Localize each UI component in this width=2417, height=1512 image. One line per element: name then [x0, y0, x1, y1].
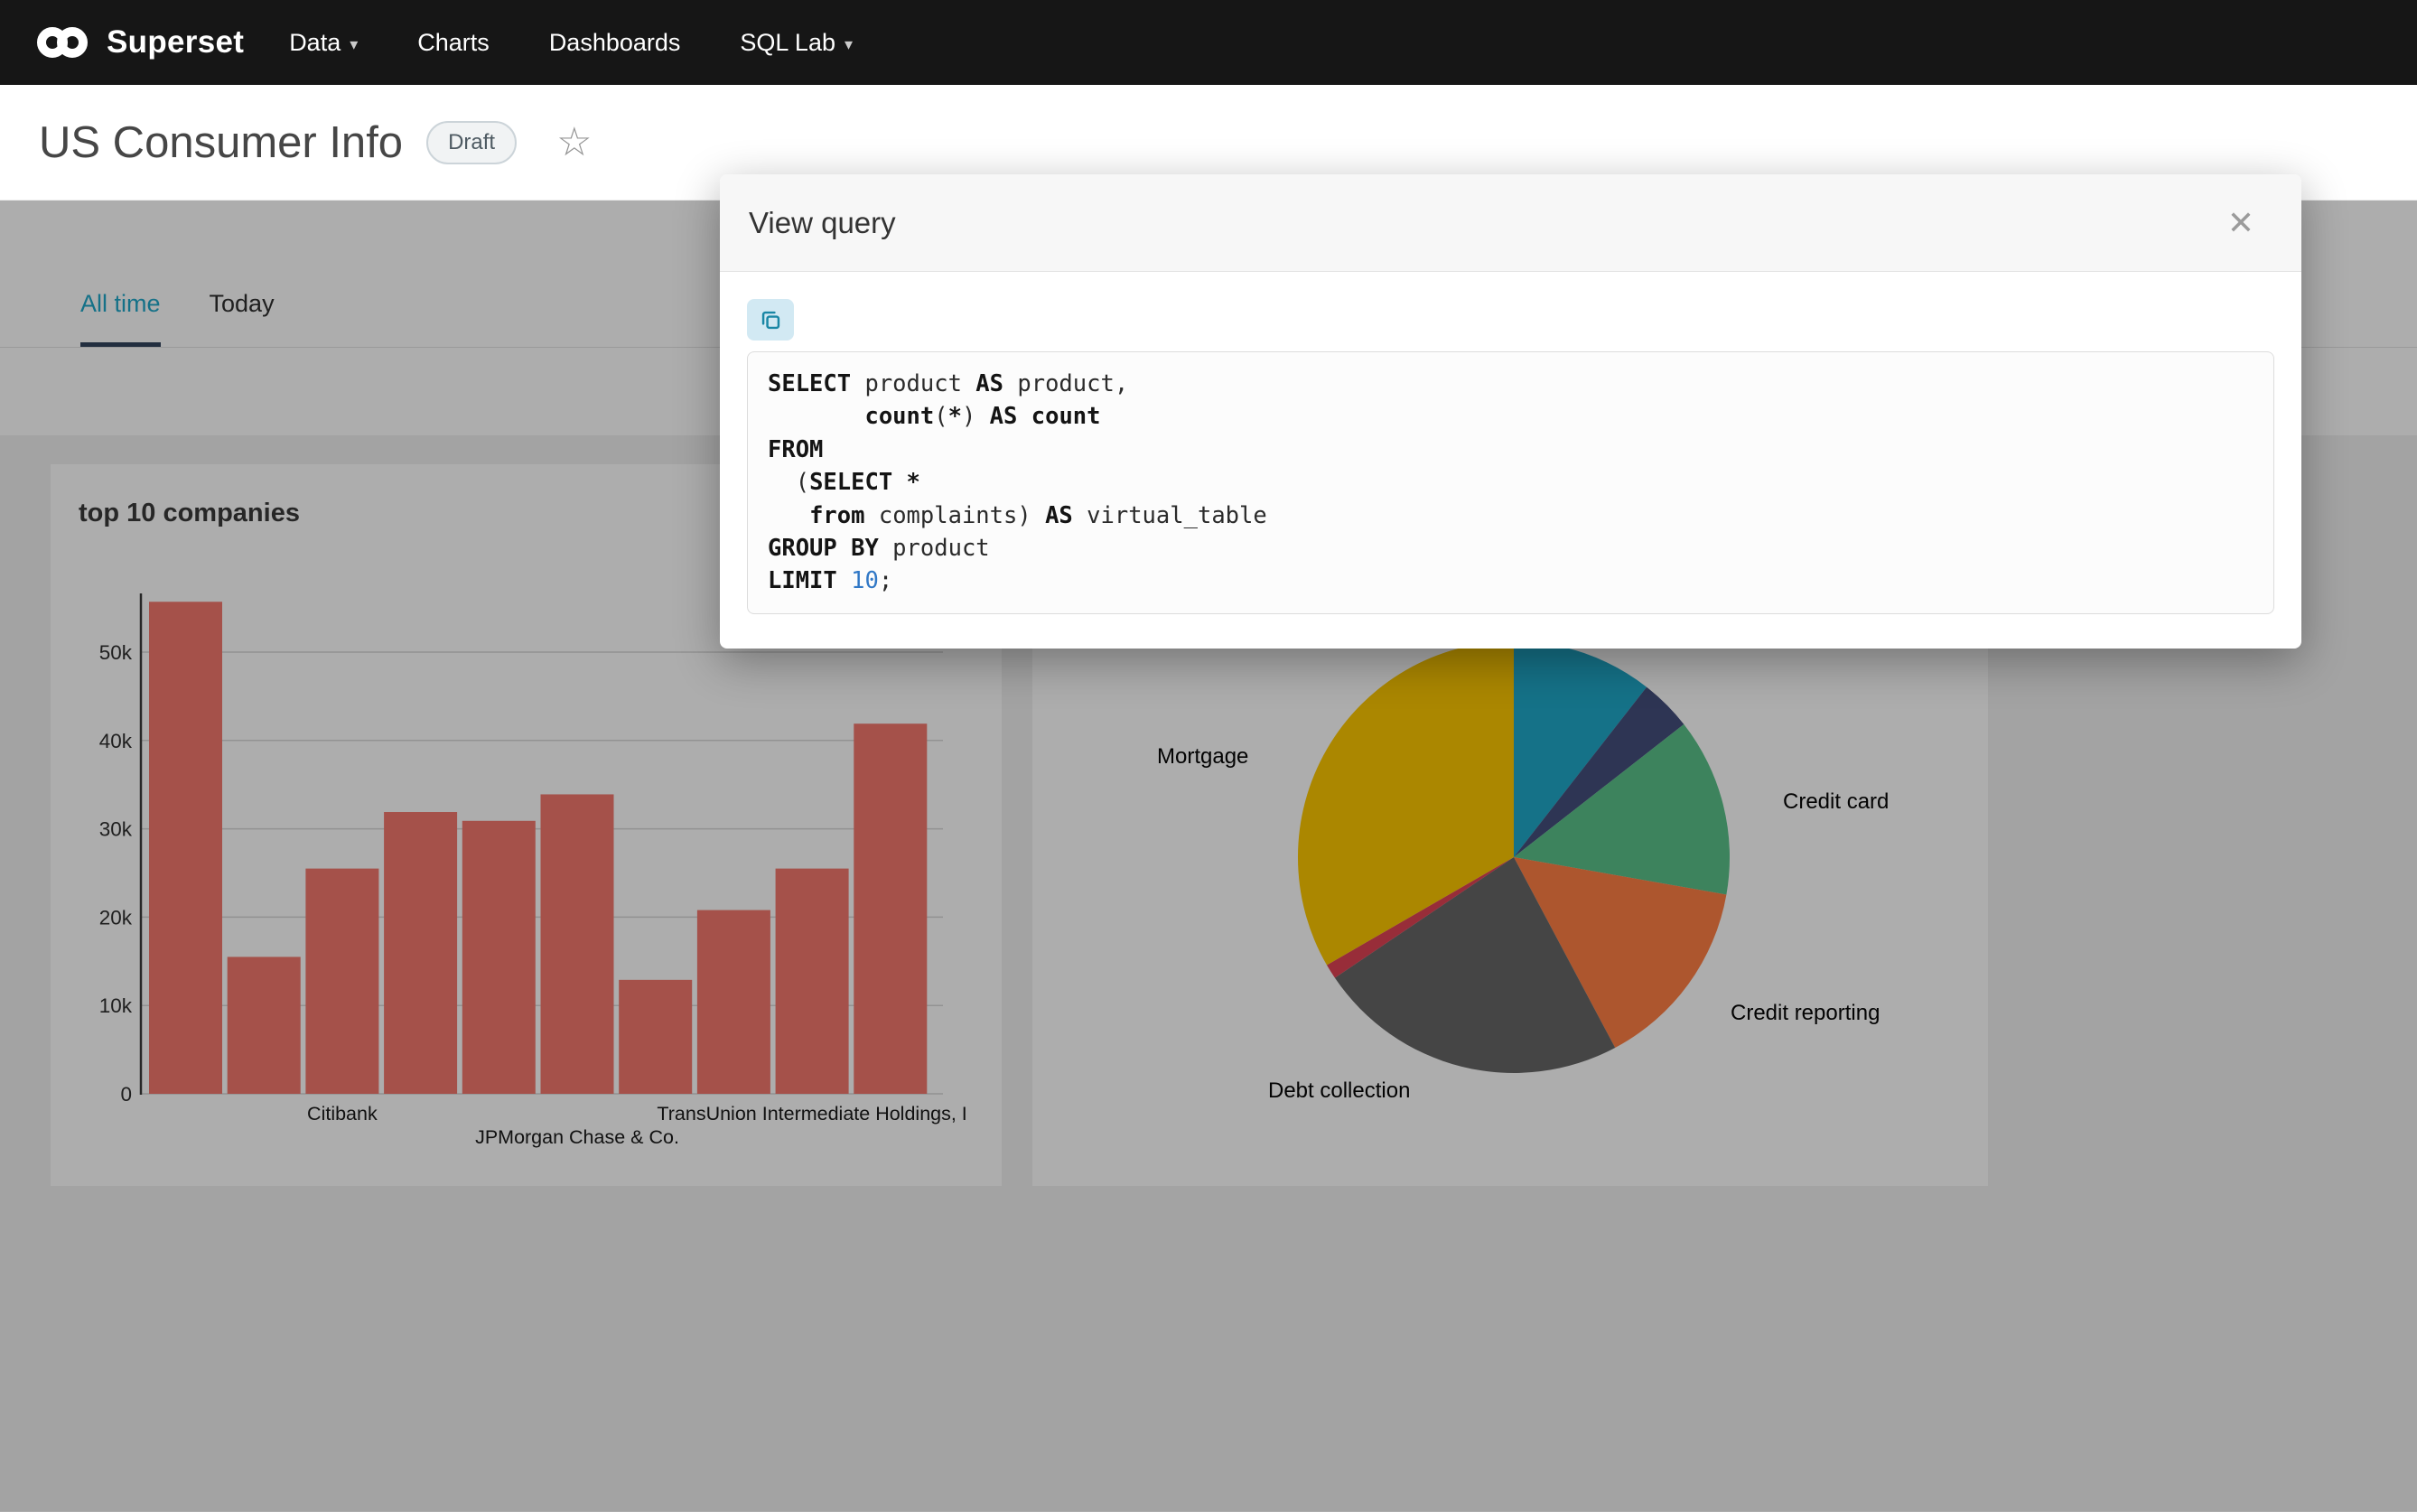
sql-code-line: count(*) AS count	[864, 403, 1101, 431]
svg-text:20k: 20k	[99, 906, 133, 929]
sql-code-line: SELECT product AS product,	[768, 370, 1129, 397]
modal-header: View query ✕	[720, 174, 2301, 272]
favorite-star-icon[interactable]: ☆	[556, 119, 593, 164]
page-title: US Consumer Info	[39, 117, 404, 167]
sql-code-line: GROUP BY product	[768, 535, 990, 563]
nav-item-charts[interactable]: Charts	[417, 29, 490, 57]
sql-code-line: (SELECT *	[768, 469, 920, 497]
nav-menu: Data ▾ Charts Dashboards SQL Lab ▾	[289, 29, 853, 57]
tab-today[interactable]: Today	[209, 290, 275, 317]
nav-item-dashboards[interactable]: Dashboards	[549, 29, 681, 57]
sql-code-line: from complaints) AS virtual_table	[809, 501, 1267, 529]
bar-chart: 0 10k 20k 30k 40k 50k Citibank JPMorgan Chase &…	[99, 593, 967, 1148]
svg-text:TransUnion Intermediate Holdin: TransUnion Intermediate Holdings, I	[657, 1103, 966, 1125]
brand-name: Superset	[107, 24, 245, 60]
sql-code: SELECT product AS product, count(*) AS c…	[747, 351, 2274, 614]
nav-item-sql-lab[interactable]: SQL Lab ▾	[740, 29, 853, 57]
chart-title: top 10 companies	[79, 499, 300, 527]
pie-slice-label: Credit reporting	[1731, 1001, 1880, 1025]
svg-text:50k: 50k	[99, 641, 133, 664]
pie-slice-label: Mortgage	[1157, 744, 1249, 769]
modal-body: SELECT product AS product, count(*) AS c…	[720, 272, 2301, 649]
tab-all-time[interactable]: All time	[80, 290, 161, 347]
view-query-modal: View query ✕ SELECT product AS product, …	[720, 174, 2301, 649]
svg-text:JPMorgan Chase & Co.: JPMorgan Chase & Co.	[475, 1126, 679, 1148]
superset-logo[interactable]: Superset	[33, 22, 244, 63]
nav-item-label: Dashboards	[548, 28, 681, 56]
chart-card-top-10-companies: 0 10k 20k 30k 40k 50k Citibank JPMorgan Chase &…	[51, 464, 1002, 1186]
nav-item-label: Data	[289, 28, 341, 56]
modal-title: View query	[749, 205, 896, 239]
pie-chart	[1297, 641, 1731, 1073]
copy-icon	[761, 311, 779, 329]
chevron-down-icon: ▾	[350, 34, 359, 53]
close-icon[interactable]: ✕	[2226, 203, 2254, 241]
svg-text:10k: 10k	[99, 994, 133, 1017]
infinity-logo-icon	[37, 27, 88, 58]
chevron-down-icon: ▾	[844, 34, 854, 53]
nav-item-data[interactable]: Data ▾	[289, 29, 358, 57]
nav-item-label: SQL Lab	[740, 28, 835, 56]
svg-text:Citibank: Citibank	[307, 1103, 378, 1125]
pie-slice-label: Credit card	[1783, 789, 1890, 814]
draft-badge: Draft	[426, 120, 518, 164]
svg-text:30k: 30k	[99, 818, 133, 841]
sql-code-line: LIMIT 10;	[768, 567, 893, 595]
top-nav: Superset Data ▾ Charts Dashboards SQL La…	[0, 0, 2417, 85]
svg-text:0: 0	[120, 1083, 132, 1106]
nav-item-label: Charts	[417, 28, 490, 56]
copy-button[interactable]	[747, 299, 794, 341]
pie-slice-label: Debt collection	[1268, 1078, 1411, 1103]
sql-code-line: FROM	[768, 435, 824, 463]
svg-text:40k: 40k	[99, 730, 133, 752]
